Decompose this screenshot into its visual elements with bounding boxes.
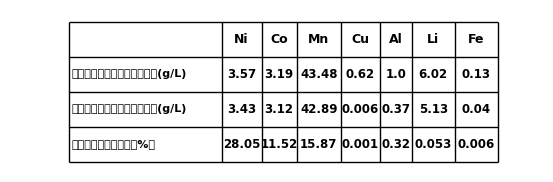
Text: 43.48: 43.48 (300, 68, 337, 81)
Text: 0.053: 0.053 (415, 138, 452, 151)
Text: Ni: Ni (234, 33, 249, 46)
Text: 42.89: 42.89 (300, 103, 337, 116)
Text: Li: Li (427, 33, 439, 46)
Text: Al: Al (389, 33, 403, 46)
Text: 0.006: 0.006 (342, 103, 379, 116)
Text: 镌魈锨三元氢氧化物（%）: 镌魈锨三元氢氧化物（%） (71, 139, 155, 149)
Text: Cu: Cu (351, 33, 369, 46)
Text: 0.001: 0.001 (342, 138, 379, 151)
Text: 28.05: 28.05 (223, 138, 260, 151)
Text: 0.62: 0.62 (346, 68, 375, 81)
Text: 含镌魈锨金属离子的第一滤液(g/L): 含镌魈锨金属离子的第一滤液(g/L) (71, 69, 187, 79)
Text: 含镌魈锨金属离子的第三滤液(g/L): 含镌魈锨金属离子的第三滤液(g/L) (71, 104, 187, 114)
Text: 1.0: 1.0 (385, 68, 406, 81)
Text: 0.32: 0.32 (381, 138, 410, 151)
Text: Mn: Mn (308, 33, 330, 46)
Text: 5.13: 5.13 (419, 103, 448, 116)
Text: 0.13: 0.13 (462, 68, 491, 81)
Text: 0.006: 0.006 (457, 138, 495, 151)
Text: 3.57: 3.57 (227, 68, 256, 81)
Text: Co: Co (270, 33, 288, 46)
Text: Fe: Fe (468, 33, 484, 46)
Text: 15.87: 15.87 (300, 138, 337, 151)
Text: 0.04: 0.04 (462, 103, 491, 116)
Text: 3.43: 3.43 (227, 103, 256, 116)
Text: 6.02: 6.02 (419, 68, 448, 81)
Text: 11.52: 11.52 (260, 138, 298, 151)
Text: 3.19: 3.19 (264, 68, 294, 81)
Text: 0.37: 0.37 (381, 103, 410, 116)
Text: 3.12: 3.12 (265, 103, 294, 116)
